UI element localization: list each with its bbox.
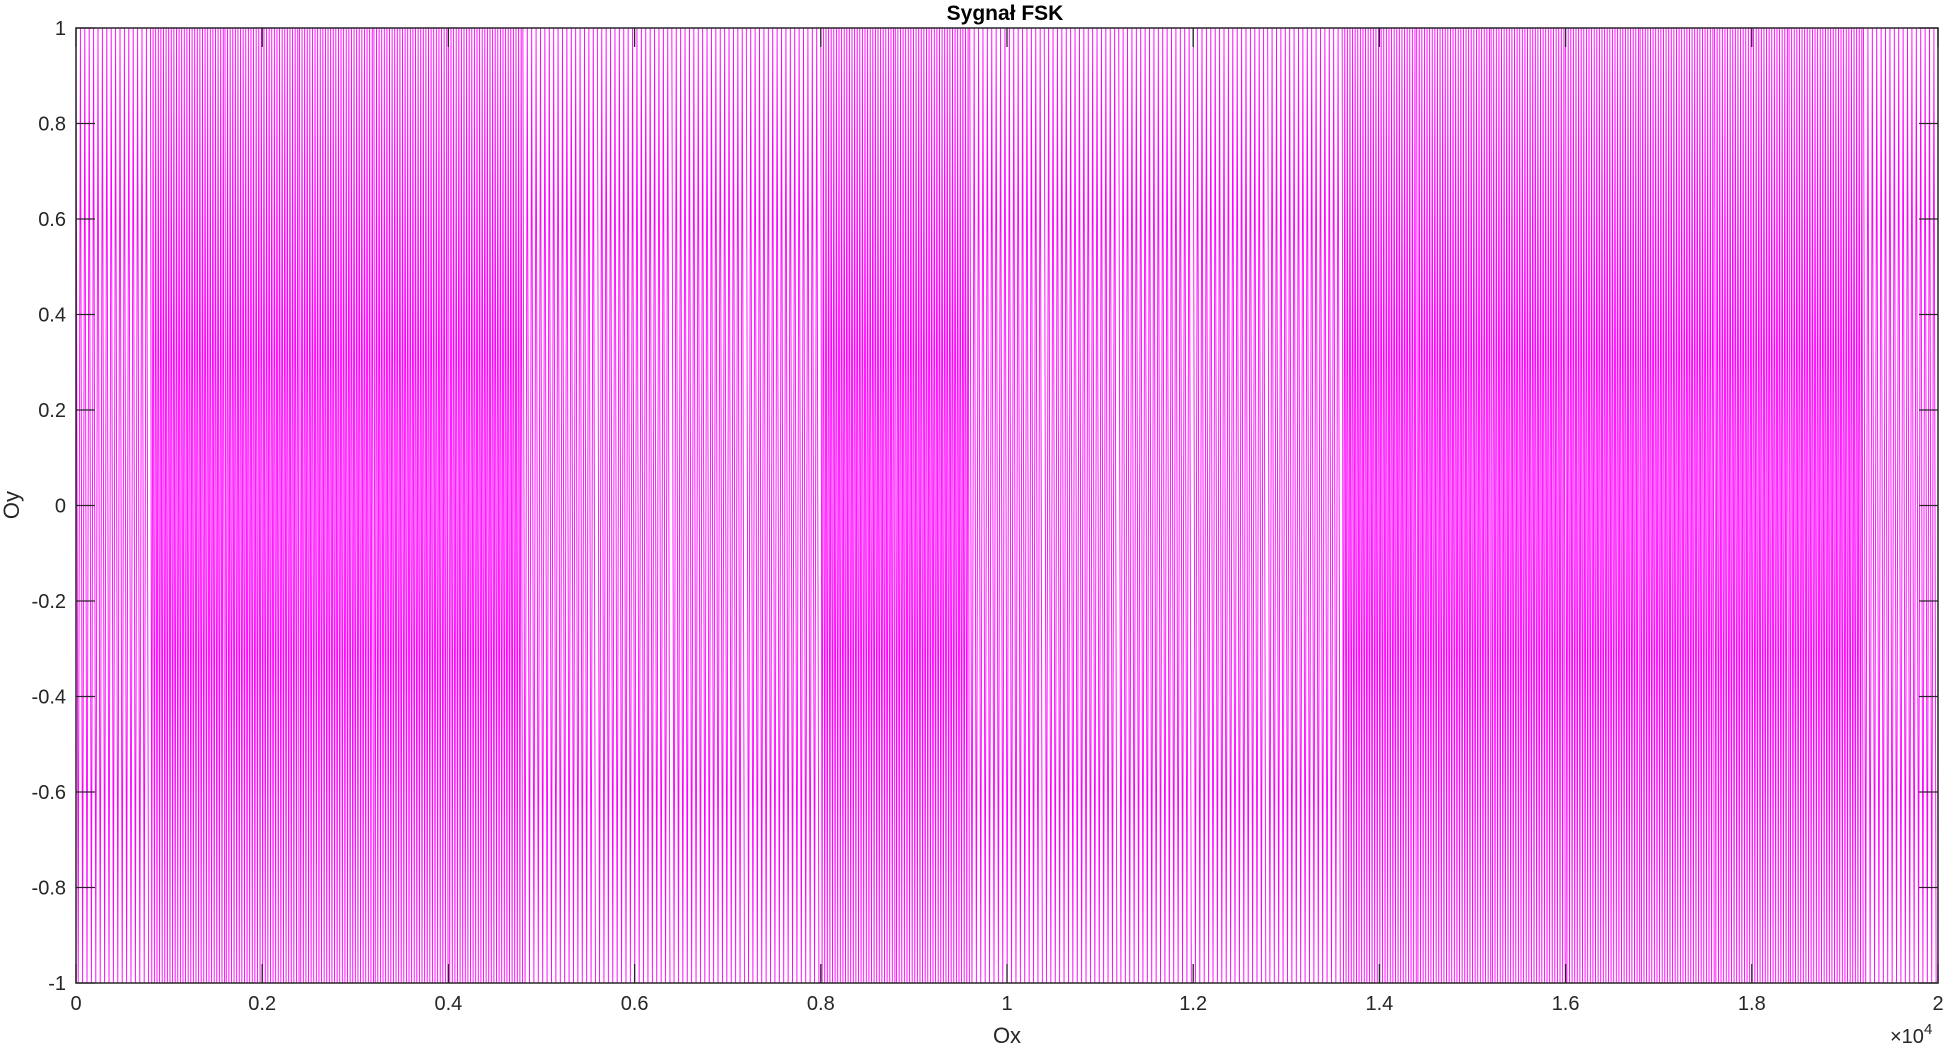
signal-segment (1341, 27, 1417, 984)
signal-segment (894, 27, 970, 984)
y-tick-label: -0.6 (32, 782, 66, 804)
x-tick-label: 1.2 (1179, 993, 1207, 1015)
chart-title: Sygnał FSK (947, 2, 1064, 25)
signal-segment (150, 27, 226, 984)
signal-segment (1490, 27, 1566, 984)
x-tick-label: 2 (1932, 993, 1943, 1015)
plot-area (75, 27, 1937, 984)
x-tick-label: 1.8 (1738, 993, 1766, 1015)
y-tick-label: -0.4 (32, 687, 66, 709)
signal-segment (1565, 27, 1641, 984)
signal-segment (596, 27, 671, 984)
signal-segment (1192, 27, 1267, 984)
signal-segment (373, 27, 449, 984)
x-axis-exponent-base: ×10 (1890, 1026, 1924, 1047)
x-tick-label: 0.2 (248, 993, 276, 1015)
y-tick-label: 0 (55, 496, 66, 518)
x-tick-label: 1 (1001, 993, 1012, 1015)
x-tick-label: 0.6 (621, 993, 649, 1015)
y-tick-label: 0.4 (38, 305, 66, 327)
signal-segment (1118, 27, 1192, 984)
x-axis-exponent: ×104 (1890, 1021, 1932, 1047)
signal-segment (1714, 27, 1790, 984)
y-tick-label: -1 (48, 973, 66, 995)
signal-segment (969, 27, 1043, 984)
x-axis: 0 0.2 0.4 0.6 0.8 1 1.2 1.4 1.6 1.8 2 (70, 28, 1943, 1015)
y-tick-label: -0.8 (32, 878, 66, 900)
x-tick-label: 1.6 (1552, 993, 1580, 1015)
y-tick-label: 0.6 (38, 209, 66, 231)
signal-segment (745, 27, 820, 984)
signal-segment (671, 27, 745, 984)
x-axis-label: Ox (993, 1023, 1021, 1047)
signal-segment (522, 27, 596, 984)
x-axis-exponent-power: 4 (1924, 1021, 1932, 1038)
signal-segment (298, 27, 374, 984)
signal-segment (820, 27, 896, 984)
x-tick-label: 0.4 (434, 993, 462, 1015)
signal-segment (1043, 27, 1118, 984)
y-axis-label: Oy (0, 491, 24, 519)
y-tick-label: 1 (55, 18, 66, 40)
x-tick-label: 0 (70, 993, 81, 1015)
y-tick-label: 0.8 (38, 114, 66, 136)
signal-segment (1267, 27, 1341, 984)
signal-segment (447, 27, 523, 984)
signal-segment (1788, 27, 1864, 984)
x-tick-label: 1.4 (1365, 993, 1393, 1015)
x-tick-label: 0.8 (807, 993, 835, 1015)
signal-segment (1639, 27, 1715, 984)
signal-segment (224, 27, 300, 984)
signal-segment (1416, 27, 1492, 984)
y-tick-label: 0.2 (38, 400, 66, 422)
y-axis: -1 -0.8 -0.6 -0.4 -0.2 0 0.2 0.4 0.6 0.8 1 (32, 18, 1938, 995)
y-tick-label: -0.2 (32, 591, 66, 613)
